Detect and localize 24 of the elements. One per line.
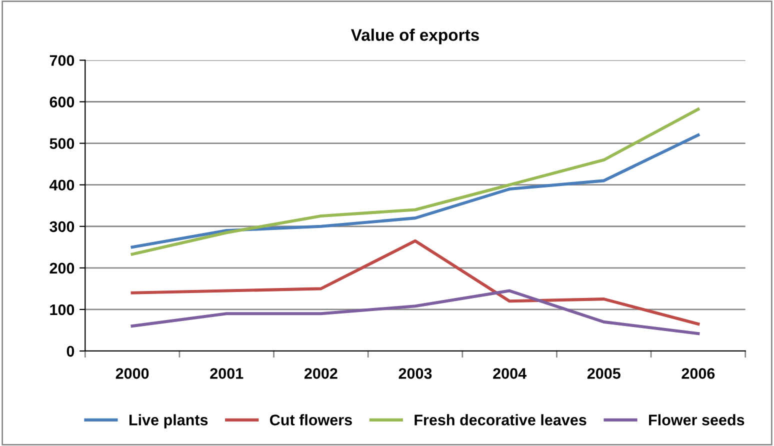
x-tick-label: 2000: [116, 368, 149, 379]
y-tick-label: 400: [49, 180, 74, 191]
line-series: [130, 133, 700, 249]
x-tick-label: 2003: [398, 368, 432, 379]
x-tick-label: 2004: [493, 368, 526, 379]
line-series: [130, 239, 700, 326]
legend-label: Live plants: [129, 414, 208, 428]
y-tick-label: 0: [66, 346, 74, 357]
legend-label: Flower seeds: [649, 414, 744, 426]
y-tick-label: 500: [50, 138, 74, 149]
x-tick-label: 2006: [682, 368, 715, 379]
x-tick-label: 2002: [304, 368, 338, 379]
legend-label: Fresh decorative leaves: [414, 414, 586, 426]
line-series: [130, 289, 700, 336]
chart-title: Value of exports: [350, 28, 479, 44]
line-series: [130, 108, 700, 256]
x-tick-label: 2005: [587, 368, 620, 379]
legend-label: Cut flowers: [270, 414, 352, 426]
y-tick-label: 100: [50, 304, 74, 316]
x-tick-label: 2001: [210, 368, 244, 379]
y-tick-label: 300: [50, 221, 74, 232]
y-tick-label: 600: [50, 96, 74, 108]
y-tick-label: 700: [50, 55, 74, 66]
y-tick-label: 200: [50, 262, 74, 274]
